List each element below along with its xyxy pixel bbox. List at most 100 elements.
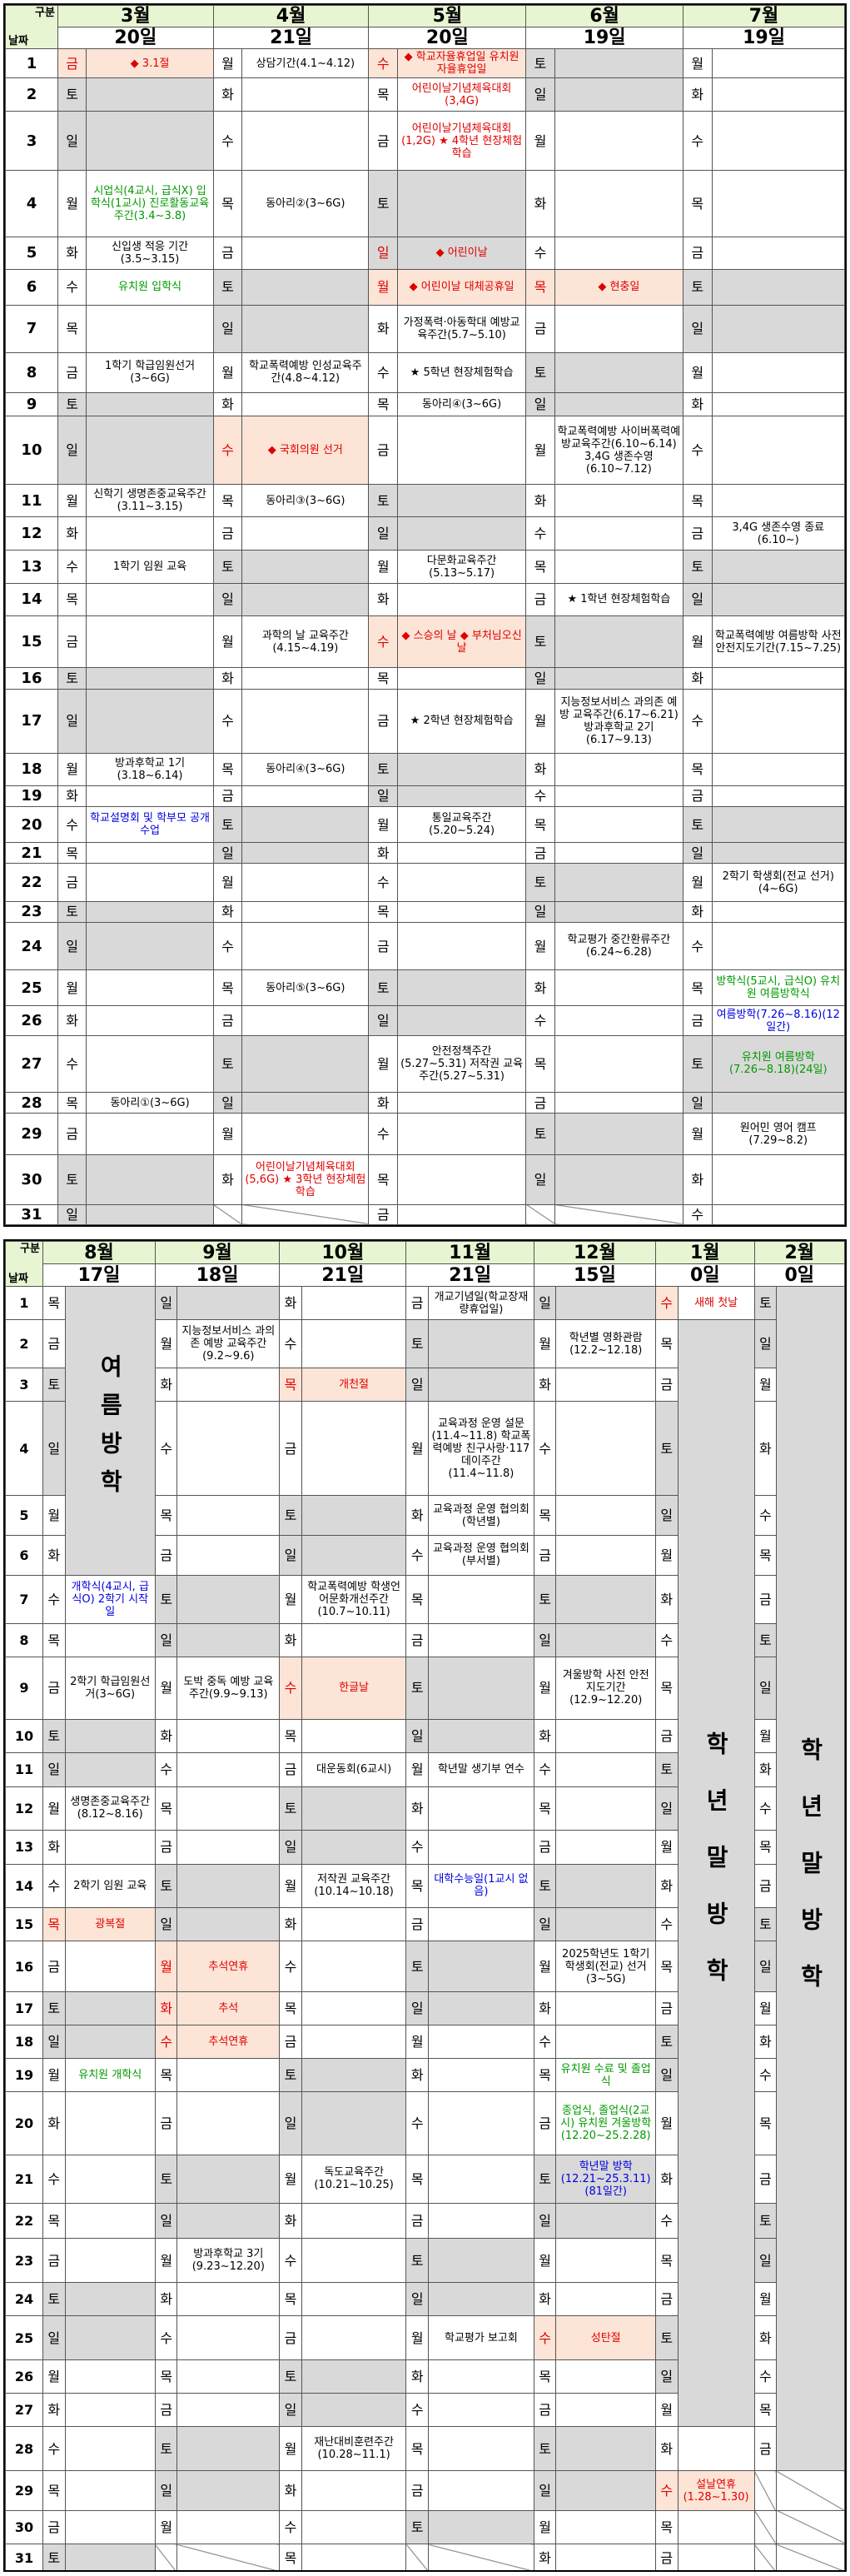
event-cell: 유치원 개학식: [64, 2058, 156, 2093]
event-cell: [555, 1622, 656, 1657]
weekday-cell: 금: [42, 1656, 66, 1721]
event-cell: [86, 1005, 214, 1036]
event-cell: [711, 391, 845, 417]
weekday-cell: 금: [405, 1907, 430, 1942]
weekday-cell: 금: [42, 2509, 66, 2545]
weekday-cell: 수: [212, 111, 243, 171]
weekday-cell: 토: [683, 550, 713, 584]
event-cell: 지능정보서비스 과의존 예방 교육주간(6.17~6.21) 방과후학교 2기(…: [554, 688, 684, 755]
event-cell: [428, 2238, 534, 2284]
event-cell: [86, 304, 214, 353]
weekday-cell: 금: [533, 2393, 557, 2428]
weekday-cell: 일: [154, 1907, 178, 1942]
event-cell: [428, 2024, 534, 2060]
event-cell: [176, 2058, 281, 2093]
weekday-cell: 수: [405, 2091, 430, 2155]
event-cell: 유치원 수료 및 졸업식: [555, 2058, 656, 2093]
day-number: 23: [5, 900, 58, 924]
event-cell: [176, 1863, 281, 1909]
weekday-cell: 목: [683, 969, 713, 1007]
weekday-cell: 목: [533, 1786, 557, 1831]
event-cell: 여름방학(7.26~8.16)(12일간): [711, 1005, 845, 1036]
event-cell: [241, 550, 370, 584]
weekday-cell: 월: [753, 2282, 778, 2317]
day-number: 9: [5, 391, 58, 417]
day-number: 28: [5, 2426, 43, 2472]
weekday-cell: 일: [655, 2359, 679, 2394]
event-cell: [241, 922, 370, 971]
event-cell: [176, 1401, 281, 1497]
weekday-cell: 금: [368, 1203, 398, 1225]
event-cell: [554, 863, 684, 902]
weekday-cell: 수: [533, 2024, 557, 2060]
event-cell: 개천절: [301, 1367, 407, 1403]
school-days-count: 21일: [212, 27, 370, 49]
day-row: 29 목 일 화 금 일 수 설날연휴(1.28~1.30): [5, 2470, 845, 2511]
weekday-cell: 목: [405, 2426, 430, 2472]
day-row: 17 토 화 추석 목 일 화 금 월: [5, 1991, 845, 2026]
event-cell: [396, 582, 527, 616]
weekday-cell: 목: [279, 1367, 302, 1403]
weekday-cell: 월: [655, 2091, 679, 2155]
event-cell: 독도교육주간(10.21~10.25): [301, 2154, 407, 2204]
weekday-cell: 목: [753, 2393, 778, 2428]
event-cell: 시업식(4교시, 급식X) 입학식(1교시) 진로활동교육주간(3.4~3.8): [86, 169, 214, 237]
weekday-cell: 토: [655, 2315, 679, 2361]
day-row: 4 월 시업식(4교시, 급식X) 입학식(1교시) 진로활동교육주간(3.4~3.…: [5, 169, 845, 237]
event-cell: [301, 2282, 407, 2317]
day-row: 25 일 수 금 월 학교평가 보고회 수 성탄절 토 화: [5, 2315, 845, 2361]
weekday-cell: 월: [154, 2238, 178, 2284]
day-number: 31: [5, 1203, 58, 1225]
day-number: 14: [5, 582, 58, 616]
weekday-cell: 일: [405, 1719, 430, 1754]
weekday-cell: 목: [212, 969, 243, 1007]
weekday-cell: 월: [279, 1863, 302, 1909]
weekday-cell: 금: [533, 2091, 557, 2155]
event-cell: 학교평가 보고회: [428, 2315, 534, 2361]
event-cell: [555, 1863, 656, 1909]
weekday-cell: 토: [405, 2509, 430, 2545]
event-cell: [396, 1113, 527, 1156]
day-number: 18: [5, 753, 58, 786]
weekday-cell: 수: [42, 1574, 66, 1624]
day-row: 28 목 동아리①(3~6G) 일 화 금 일: [5, 1092, 845, 1114]
weekday-cell: 금: [368, 111, 398, 171]
event-cell: [711, 805, 845, 844]
weekday-cell: 일: [655, 2058, 679, 2093]
event-cell: [301, 1786, 407, 1831]
weekday-cell: 토: [368, 753, 398, 786]
event-cell: [776, 2470, 845, 2511]
school-days-count: 19일: [683, 27, 845, 49]
event-cell: [64, 2024, 156, 2060]
weekday-cell: 수: [42, 1863, 66, 1909]
month-header: 4월: [212, 5, 370, 27]
day-row: 10 토 화 목 일 화 금 월: [5, 1719, 845, 1754]
weekday-cell: 토: [279, 2359, 302, 2394]
weekday-cell: 금: [655, 2282, 679, 2317]
event-cell: [711, 922, 845, 971]
day-number: 13: [5, 550, 58, 584]
event-cell: [241, 1113, 370, 1156]
day-row: 21 수 토 월 독도교육주간(10.21~10.25) 목 토 학년말 방학(12.21~2…: [5, 2154, 845, 2204]
event-cell: 과학의 날 교육주간(4.15~4.19): [241, 615, 370, 669]
weekday-cell: 금: [42, 1319, 66, 1368]
weekday-cell: 금: [753, 2154, 778, 2204]
day-number: 12: [5, 516, 58, 551]
event-cell: 추석: [176, 1991, 281, 2026]
day-number: 23: [5, 2238, 43, 2284]
weekday-cell: 월: [533, 2238, 557, 2284]
event-cell: [301, 2359, 407, 2394]
event-cell: 안전정책주간(5.27~5.31) 저작권 교육주간(5.27~5.31): [396, 1034, 527, 1094]
weekday-cell: 화: [368, 1092, 398, 1114]
weekday-cell: 토: [525, 1113, 555, 1156]
event-cell: 어린이날기념체육대회(5,6G) ★ 3학년 현장체험학습: [241, 1154, 370, 1205]
day-number: 29: [5, 1113, 58, 1156]
weekday-cell: 목: [683, 169, 713, 237]
event-cell: 지능정보서비스 과의존 예방 교육주간(9.2~9.6): [176, 1319, 281, 1368]
event-cell: [428, 2544, 534, 2570]
event-cell: 2025학년도 1학기 학생회(전교) 선거(3~5G): [555, 1941, 656, 1992]
weekday-cell: 수: [533, 2315, 557, 2361]
event-cell: [555, 1285, 656, 1321]
weekday-cell: 화: [212, 391, 243, 417]
day-number: 10: [5, 416, 58, 486]
